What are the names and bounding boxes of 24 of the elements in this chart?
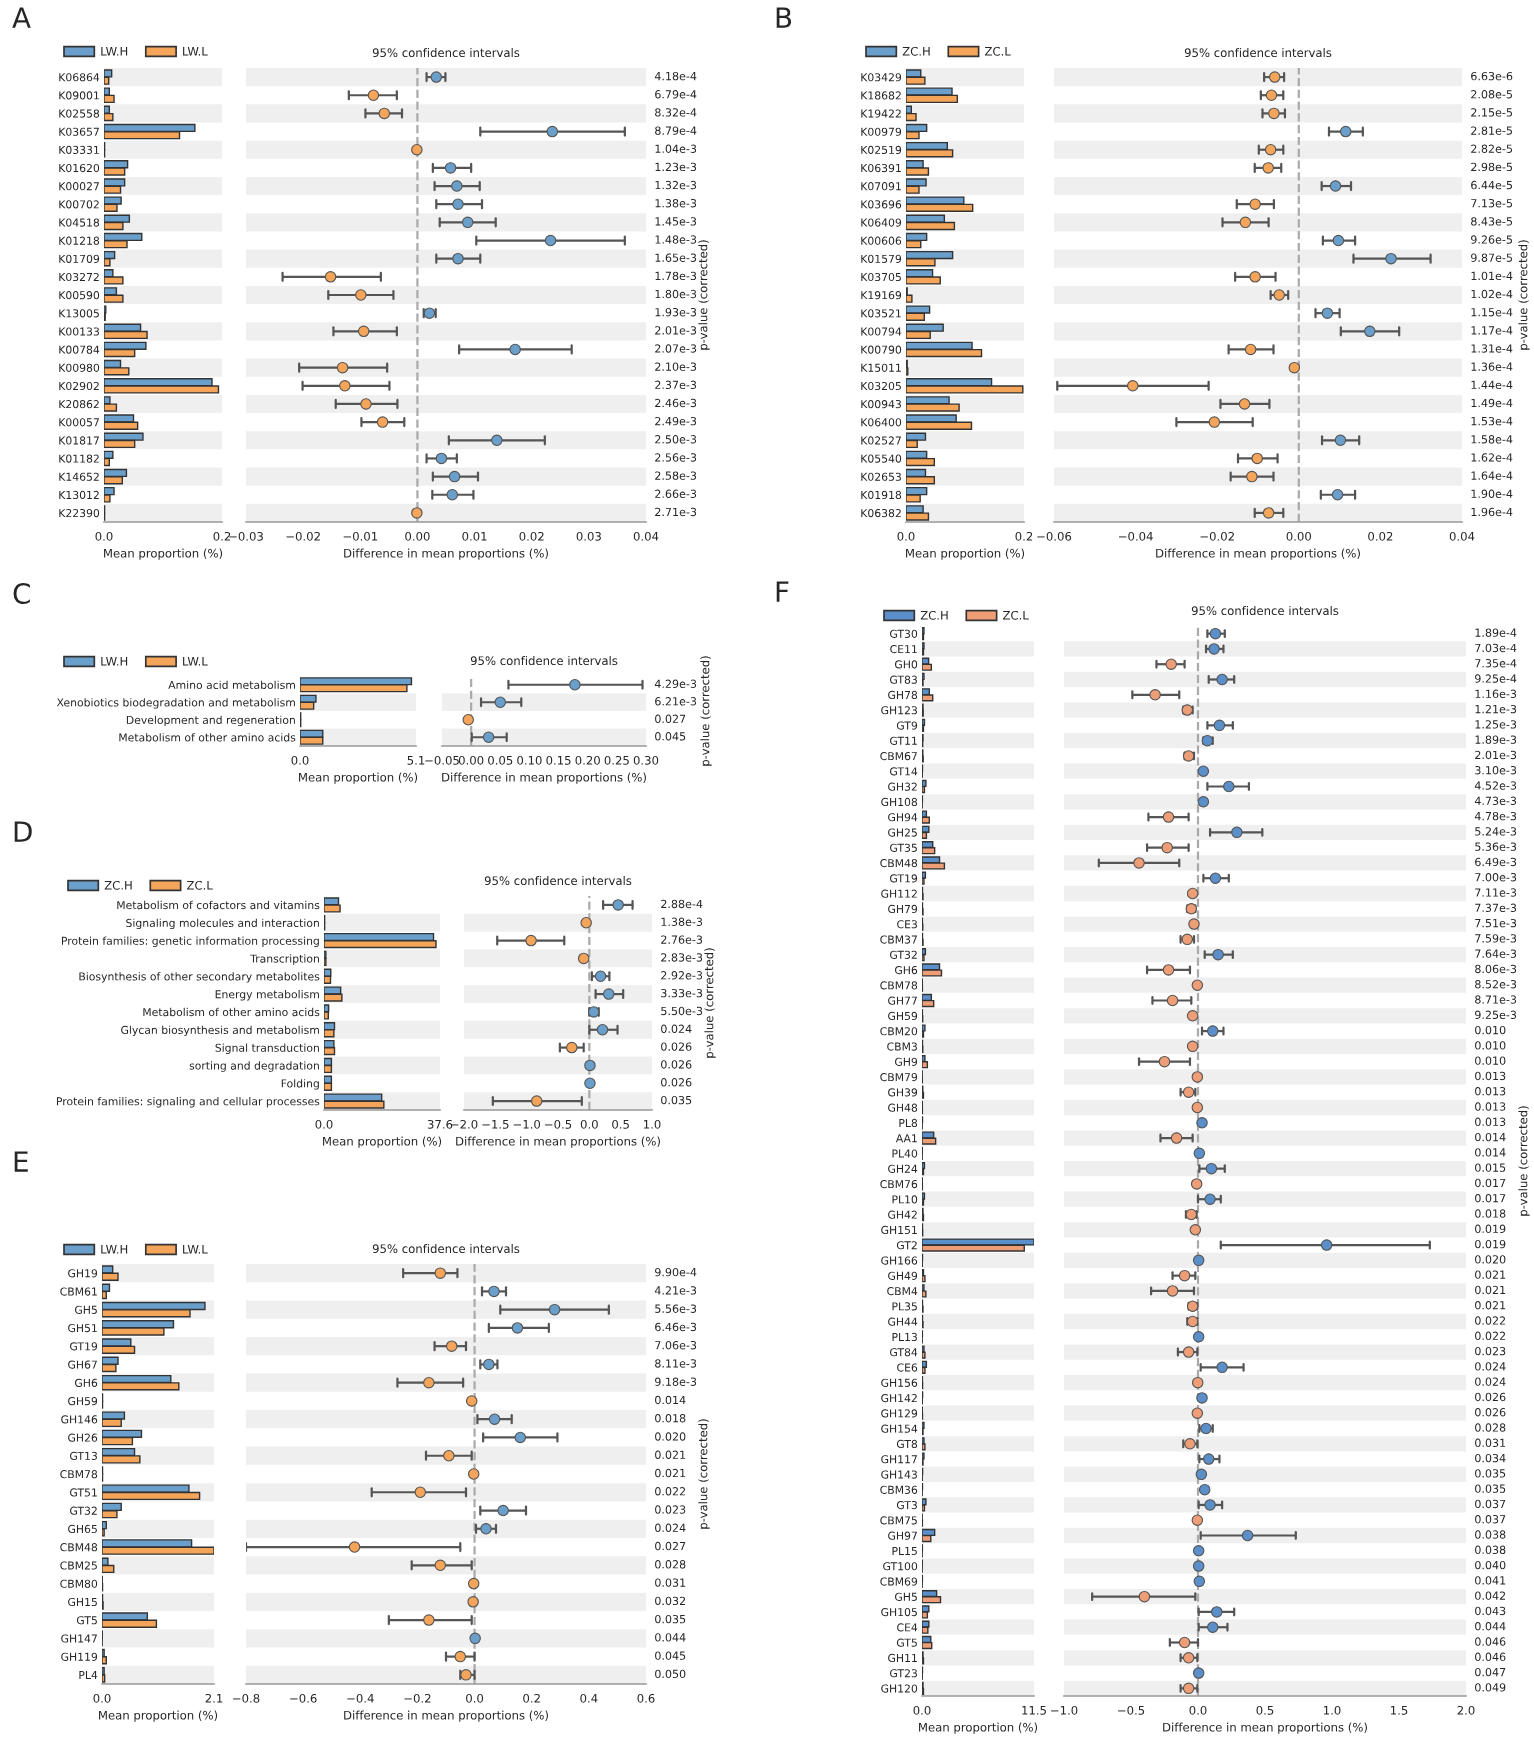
- bar: [922, 1626, 929, 1634]
- bar: [922, 1641, 933, 1650]
- bar: [906, 69, 922, 78]
- bar: [300, 736, 324, 745]
- text: C: [13, 583, 30, 605]
- bar: [102, 1265, 114, 1274]
- bar: [922, 969, 943, 977]
- bar: [906, 512, 930, 521]
- bar: [922, 694, 934, 702]
- bar: [104, 69, 113, 78]
- text: D: [14, 821, 32, 842]
- chart-title: B: [776, 7, 792, 28]
- chart-title: F: [776, 581, 789, 602]
- bar: [922, 1534, 932, 1543]
- bar: [922, 825, 930, 833]
- chart-title: A: [12, 7, 31, 28]
- bar: [922, 999, 935, 1008]
- bar: [324, 1100, 385, 1109]
- bar: [922, 1061, 929, 1069]
- chart-title: E: [14, 1151, 28, 1172]
- bar: [922, 831, 928, 840]
- bar: [922, 1596, 942, 1604]
- bar: [922, 847, 936, 855]
- bar: [922, 1137, 937, 1145]
